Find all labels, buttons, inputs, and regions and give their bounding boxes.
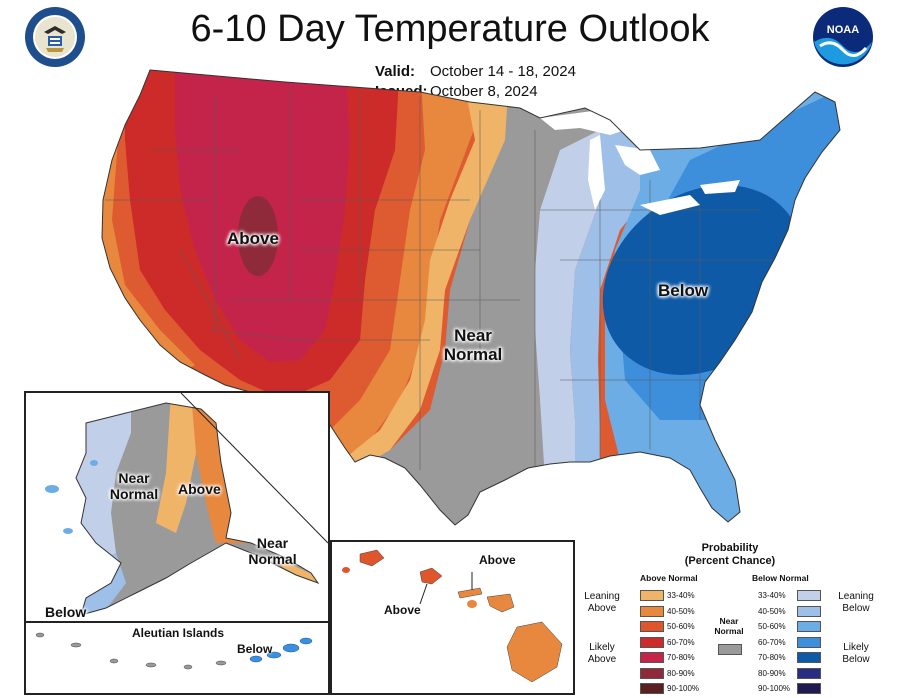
above-swatch-6 [640,683,664,694]
conus-outline [101,69,841,526]
above-swatch-label-6: 90-100% [667,684,700,693]
legend-likely-above: Likely Above [576,642,628,666]
above-swatch-0 [640,590,664,601]
above-33-40-region [340,70,540,480]
conus-near-line2: Normal [443,345,503,364]
hawaii-inset [330,540,575,695]
legend-title: Probability (Percent Chance) [660,542,800,568]
below-swatch-6 [797,683,821,694]
aleutian-title: Aleutian Islands [132,626,225,640]
alaska-above-label: Above [178,481,221,497]
below-swatch-label-3: 60-70% [758,637,786,647]
above-swatch-3 [640,636,664,648]
likely-above-line2: Above [587,654,617,665]
below-swatch-label-2: 50-60% [758,622,786,631]
valid-label: Valid: [375,63,416,80]
legend-title-line1: Probability [701,542,759,554]
above-swatch-label-5: 80-90% [667,668,695,678]
alaska-near-line2: Normal [109,486,159,502]
above-swatch-5 [640,667,664,679]
alaska-se-near-line1: Near [256,535,289,551]
above-swatch-label-4: 70-80% [667,653,695,662]
legend-near-normal-header: Near Normal [706,616,752,636]
below-swatch-2 [797,621,821,632]
above-80-90-region [238,196,278,276]
issued-date: October 8, 2024 [430,83,538,100]
aleutian-below-islands [249,637,313,663]
near-header-line2: Normal [714,626,744,636]
conus-below-label: Below [658,281,709,300]
above-swatch-4 [640,652,664,663]
aleutian-inset [24,621,330,695]
legend-near-normal-swatch [718,644,742,655]
below-swatch-0 [797,590,821,601]
below-swatch-label-5: 80-90% [758,668,786,678]
state-boundaries [105,88,780,470]
above-swatch-label-3: 60-70% [667,637,695,647]
near-header-line1: Near [719,616,739,626]
below-swatch-5 [797,667,821,679]
kauai-island [359,549,385,567]
above-swatch-1 [640,605,664,617]
legend-leaning-above: Leaning Above [576,591,628,615]
legend-below-header: Below Normal [752,573,809,583]
dates-block: Valid:October 14 - 18, 2024 Issued:Octob… [375,62,576,102]
conus-above-label: Above [227,229,279,248]
hawaii-above-left-label: Above [384,603,421,617]
hawaii-map [342,549,563,683]
likely-below-line1: Likely [843,642,869,653]
commerce-seal-icon [25,7,85,67]
below-swatch-label-1: 40-50% [758,606,786,616]
aleutian-map [35,632,313,670]
below-swatch-label-6: 90-100% [758,684,791,693]
above-swatch-label-0: 33-40% [667,591,695,600]
alaska-inset [24,391,330,625]
oahu-island [419,567,443,585]
below-swatch-3 [797,636,821,648]
leaning-below-line1: Leaning [838,591,874,602]
above-swatch-2 [640,621,664,632]
valid-date: October 14 - 18, 2024 [430,63,576,80]
big-island [506,621,563,683]
molokai-island [457,587,483,599]
map-title: 6-10 Day Temperature Outlook [190,8,710,50]
alaska-se-near-line2: Normal [248,551,297,567]
alaska-se-near-normal-label: Near Normal [245,535,300,567]
leaning-below-line2: Below [842,603,870,614]
alaska-islands [45,460,98,534]
above-40-50-east [320,70,500,460]
conus-near-normal-label: Near Normal [438,326,508,364]
legend-likely-below: Likely Below [830,642,882,666]
legend-above-header: Above Normal [640,573,698,583]
hawaii-above-top-label: Above [479,553,516,567]
below-33-40-region [535,130,630,480]
leaning-above-line2: Above [587,603,617,614]
below-swatch-label-4: 70-80% [758,653,786,662]
likely-above-line1: Likely [589,642,615,653]
below-swatch-1 [797,605,821,617]
legend-title-line2: (Percent Chance) [684,555,776,567]
alaska-below-label: Below [45,604,87,620]
alaska-near-normal-label: Near Normal [104,470,164,502]
likely-below-line2: Below [842,654,870,665]
alaska-near-line1: Near [118,470,150,486]
aleutian-below-label: Below [237,642,273,656]
conus-near-line1: Near [454,326,492,345]
legend-leaning-below: Leaning Below [830,591,882,615]
noaa-logo-text: NOAA [827,24,859,36]
maui-island [486,593,515,613]
leaning-above-line1: Leaning [584,591,620,602]
below-40-50-region [570,120,680,490]
above-swatch-label-1: 40-50% [667,606,695,616]
alaska-map [45,392,329,616]
noaa-logo-icon: NOAA [813,7,873,67]
below-swatch-4 [797,652,821,663]
below-swatch-label-0: 33-40% [758,591,786,600]
above-swatch-label-2: 50-60% [667,622,695,631]
